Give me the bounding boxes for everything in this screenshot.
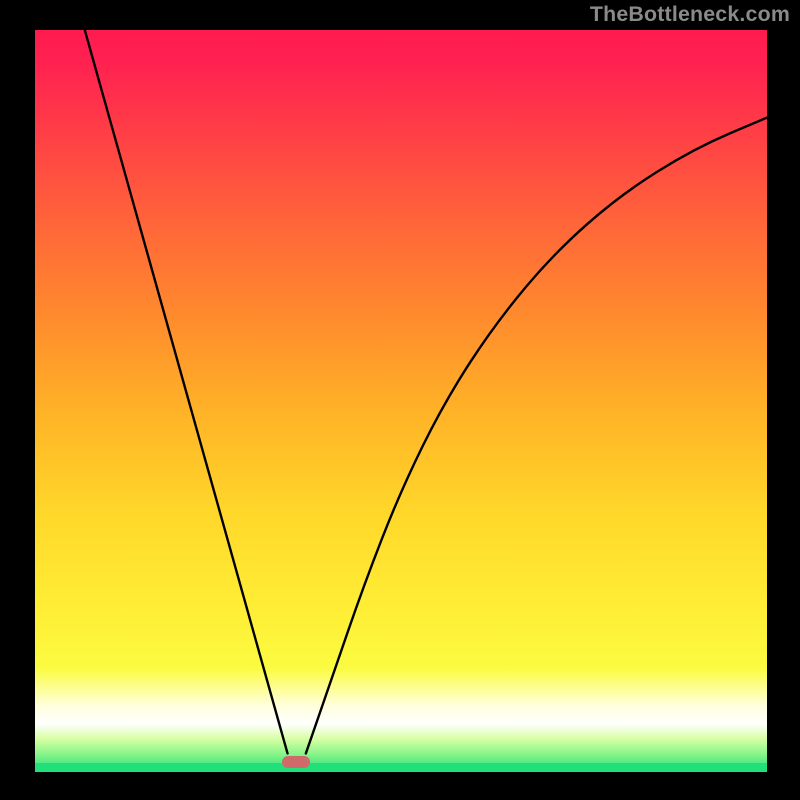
baseline-strip [35,763,767,772]
bottleneck-curve [35,30,767,772]
watermark-text: TheBottleneck.com [590,2,790,27]
chart-panel [35,30,767,772]
optimal-marker [282,756,310,768]
